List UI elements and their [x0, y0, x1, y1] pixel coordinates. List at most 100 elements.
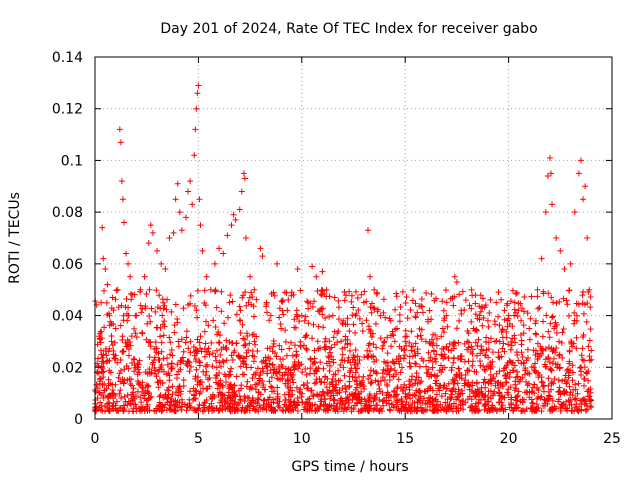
data-point [250, 303, 257, 310]
data-point [450, 385, 457, 392]
data-point [364, 353, 371, 360]
data-point [572, 381, 579, 388]
data-point [508, 401, 515, 408]
data-point [536, 353, 543, 360]
data-point [171, 322, 178, 329]
data-point [485, 398, 492, 405]
data-point [438, 333, 445, 340]
data-point [319, 287, 326, 294]
data-point [469, 408, 476, 415]
data-point [251, 338, 258, 345]
data-point [523, 357, 530, 364]
data-point [519, 354, 526, 361]
data-point [259, 377, 266, 384]
data-point [520, 308, 527, 315]
data-point [139, 330, 146, 337]
data-point [514, 397, 521, 404]
data-point [205, 376, 212, 383]
data-point [510, 407, 517, 414]
data-point [151, 354, 158, 361]
data-point [483, 363, 490, 370]
data-point [144, 401, 151, 408]
data-point [120, 219, 127, 226]
data-point [385, 397, 392, 404]
data-point [515, 378, 522, 385]
data-point [387, 393, 394, 400]
data-point [431, 297, 438, 304]
data-point [557, 389, 564, 396]
data-point [145, 382, 152, 389]
data-point [130, 355, 137, 362]
data-point [197, 222, 204, 229]
data-point [180, 305, 187, 312]
data-point [556, 338, 563, 345]
data-point [200, 402, 207, 409]
data-point [453, 403, 460, 410]
data-point [117, 387, 124, 394]
data-point [326, 380, 333, 387]
data-point [416, 363, 423, 370]
data-point [229, 357, 236, 364]
data-point [120, 407, 127, 414]
data-point [100, 394, 107, 401]
data-point [587, 326, 594, 333]
data-point [499, 345, 506, 352]
data-point [279, 375, 286, 382]
data-point [462, 376, 469, 383]
data-point [560, 295, 567, 302]
data-point [512, 339, 519, 346]
data-point [529, 384, 536, 391]
x-tick-label: 10 [293, 431, 311, 447]
data-point [225, 389, 232, 396]
data-point [351, 357, 358, 364]
data-point [152, 308, 159, 315]
data-point [391, 367, 398, 374]
data-point [431, 355, 438, 362]
data-point [549, 201, 556, 208]
data-point [305, 385, 312, 392]
data-point [477, 292, 484, 299]
data-point [524, 382, 531, 389]
data-point [409, 382, 416, 389]
data-point [294, 266, 301, 273]
data-point [107, 393, 114, 400]
data-point [202, 363, 209, 370]
data-point [230, 395, 237, 402]
data-point [299, 369, 306, 376]
data-point [358, 291, 365, 298]
data-point [194, 287, 201, 294]
data-point [560, 400, 567, 407]
data-point [515, 404, 522, 411]
data-point [159, 312, 166, 319]
data-point [389, 328, 396, 335]
data-point [191, 302, 198, 309]
data-point [355, 306, 362, 313]
data-point [524, 370, 531, 377]
data-point [236, 206, 243, 213]
data-point [250, 313, 257, 320]
data-point [287, 339, 294, 346]
data-point [425, 357, 432, 364]
data-point [294, 407, 301, 414]
data-point [103, 352, 110, 359]
data-point [114, 286, 121, 293]
data-point [350, 304, 357, 311]
data-point [371, 286, 378, 293]
data-point [580, 288, 587, 295]
data-point [147, 318, 154, 325]
data-point [289, 352, 296, 359]
data-point [569, 362, 576, 369]
data-point [227, 381, 234, 388]
data-point [301, 404, 308, 411]
data-point [406, 391, 413, 398]
data-point [547, 320, 554, 327]
data-point [539, 333, 546, 340]
data-point [417, 393, 424, 400]
data-point [194, 314, 201, 321]
data-point [293, 351, 300, 358]
data-point [363, 402, 370, 409]
data-point [263, 357, 270, 364]
data-point [408, 328, 415, 335]
data-point [394, 384, 401, 391]
data-point [173, 402, 180, 409]
